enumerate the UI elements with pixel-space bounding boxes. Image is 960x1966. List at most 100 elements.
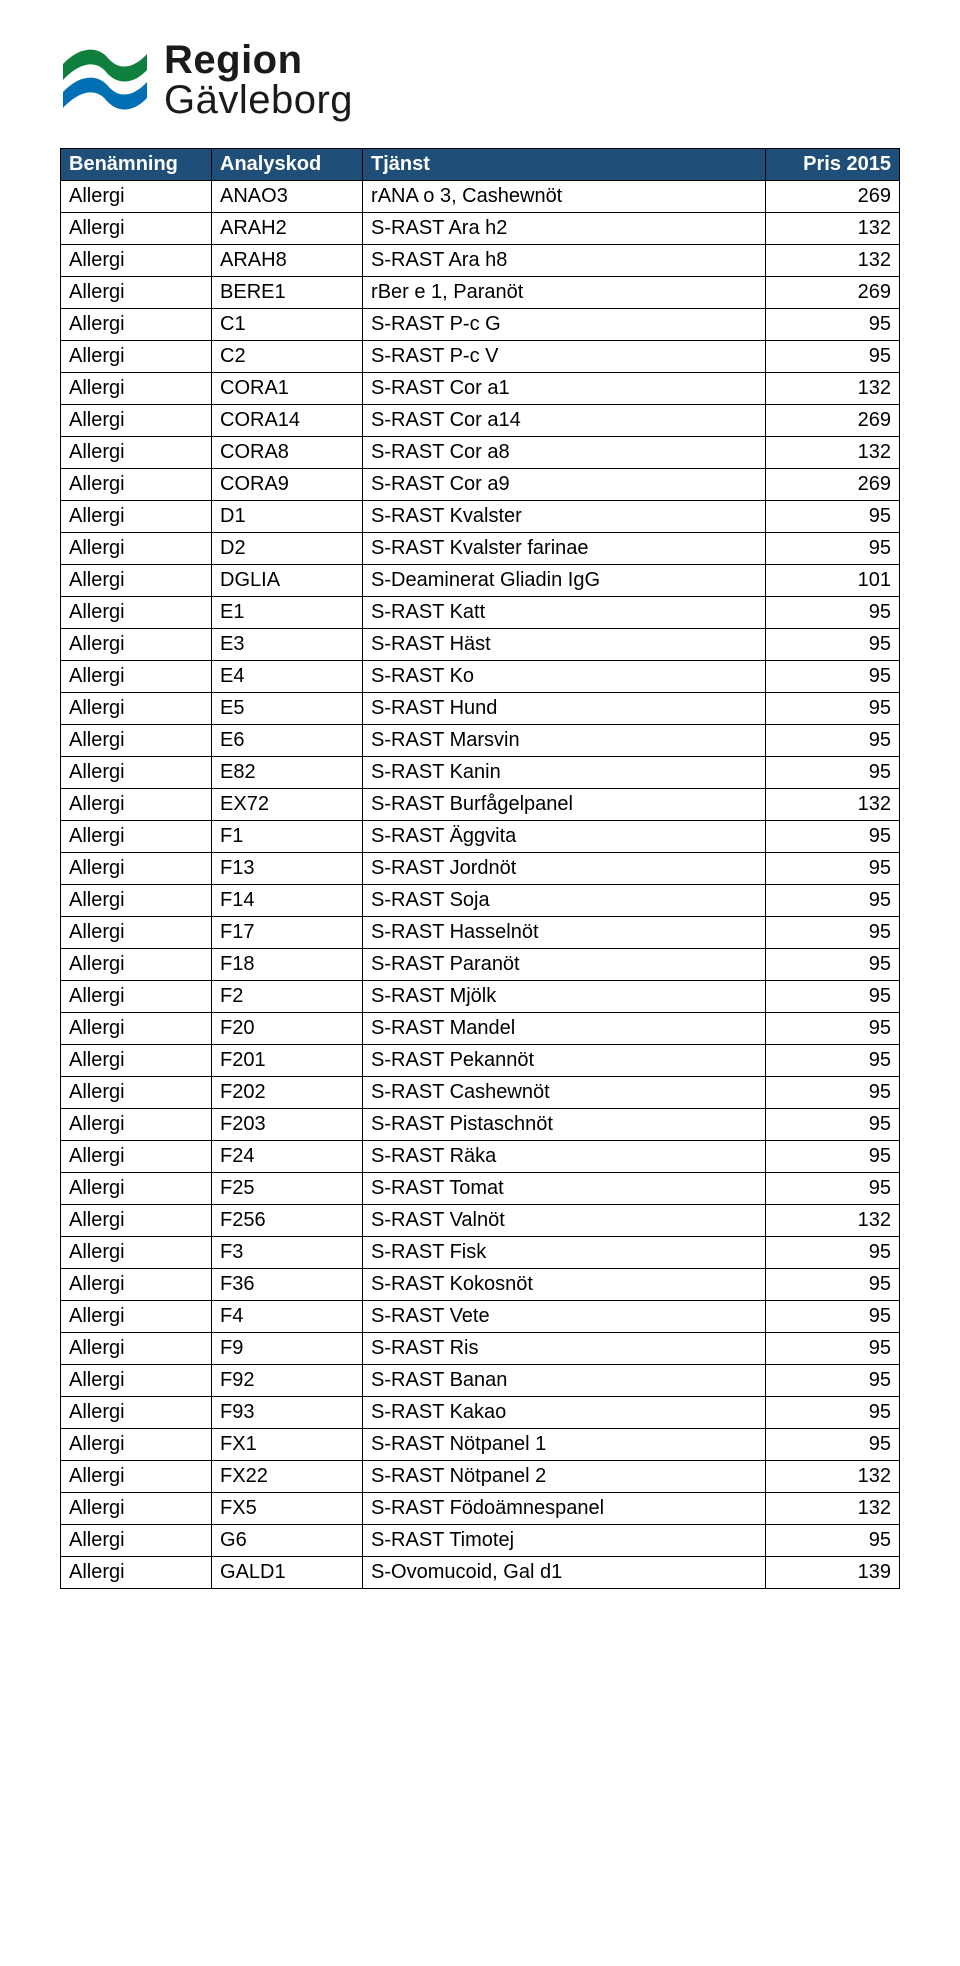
table-row: AllergiFX5S-RAST Födoämnespanel132: [61, 1493, 900, 1525]
cell-analyskod: CORA8: [212, 437, 363, 469]
cell-benamning: Allergi: [61, 597, 212, 629]
cell-benamning: Allergi: [61, 885, 212, 917]
cell-pris: 95: [765, 661, 899, 693]
cell-analyskod: E5: [212, 693, 363, 725]
cell-tjanst: S-RAST Kokosnöt: [363, 1269, 766, 1301]
table-row: AllergiFX22S-RAST Nötpanel 2132: [61, 1461, 900, 1493]
cell-analyskod: E82: [212, 757, 363, 789]
cell-benamning: Allergi: [61, 757, 212, 789]
cell-tjanst: S-RAST Äggvita: [363, 821, 766, 853]
cell-benamning: Allergi: [61, 405, 212, 437]
logo-text-line1: Region: [164, 40, 353, 80]
table-row: AllergiF4S-RAST Vete95: [61, 1301, 900, 1333]
cell-analyskod: F14: [212, 885, 363, 917]
cell-analyskod: CORA9: [212, 469, 363, 501]
cell-benamning: Allergi: [61, 1013, 212, 1045]
cell-benamning: Allergi: [61, 981, 212, 1013]
cell-benamning: Allergi: [61, 1429, 212, 1461]
table-row: AllergiF201S-RAST Pekannöt95: [61, 1045, 900, 1077]
cell-tjanst: S-RAST Ara h8: [363, 245, 766, 277]
cell-pris: 95: [765, 597, 899, 629]
cell-pris: 95: [765, 1237, 899, 1269]
cell-benamning: Allergi: [61, 213, 212, 245]
table-row: AllergiF36S-RAST Kokosnöt95: [61, 1269, 900, 1301]
cell-pris: 95: [765, 629, 899, 661]
table-row: AllergiF13S-RAST Jordnöt95: [61, 853, 900, 885]
cell-pris: 95: [765, 1397, 899, 1429]
cell-pris: 95: [765, 1077, 899, 1109]
cell-benamning: Allergi: [61, 821, 212, 853]
cell-benamning: Allergi: [61, 1045, 212, 1077]
col-header-tjanst: Tjänst: [363, 149, 766, 181]
cell-pris: 95: [765, 1429, 899, 1461]
cell-benamning: Allergi: [61, 533, 212, 565]
cell-benamning: Allergi: [61, 629, 212, 661]
cell-benamning: Allergi: [61, 789, 212, 821]
cell-pris: 95: [765, 757, 899, 789]
cell-pris: 95: [765, 1013, 899, 1045]
cell-analyskod: D2: [212, 533, 363, 565]
table-row: AllergiEX72S-RAST Burfågelpanel132: [61, 789, 900, 821]
cell-tjanst: S-RAST Födoämnespanel: [363, 1493, 766, 1525]
cell-tjanst: S-RAST P-c G: [363, 309, 766, 341]
cell-pris: 101: [765, 565, 899, 597]
table-row: AllergiF93S-RAST Kakao95: [61, 1397, 900, 1429]
cell-tjanst: S-RAST Pistaschnöt: [363, 1109, 766, 1141]
table-row: AllergiGALD1S-Ovomucoid, Gal d1139: [61, 1557, 900, 1589]
cell-tjanst: S-RAST Hasselnöt: [363, 917, 766, 949]
cell-tjanst: S-RAST Marsvin: [363, 725, 766, 757]
cell-pris: 132: [765, 213, 899, 245]
cell-tjanst: S-RAST Häst: [363, 629, 766, 661]
cell-analyskod: BERE1: [212, 277, 363, 309]
cell-analyskod: E3: [212, 629, 363, 661]
logo-wave-top: [63, 50, 147, 82]
table-row: AllergiCORA1S-RAST Cor a1132: [61, 373, 900, 405]
cell-pris: 95: [765, 1173, 899, 1205]
cell-tjanst: S-RAST Paranöt: [363, 949, 766, 981]
cell-analyskod: E4: [212, 661, 363, 693]
cell-analyskod: DGLIA: [212, 565, 363, 597]
cell-pris: 95: [765, 309, 899, 341]
table-row: AllergiF24S-RAST Räka95: [61, 1141, 900, 1173]
cell-pris: 95: [765, 1525, 899, 1557]
table-row: AllergiE6S-RAST Marsvin95: [61, 725, 900, 757]
cell-pris: 132: [765, 1461, 899, 1493]
cell-benamning: Allergi: [61, 1557, 212, 1589]
cell-benamning: Allergi: [61, 341, 212, 373]
cell-analyskod: F20: [212, 1013, 363, 1045]
cell-pris: 139: [765, 1557, 899, 1589]
cell-benamning: Allergi: [61, 1109, 212, 1141]
logo-text-line2: Gävleborg: [164, 80, 353, 120]
cell-tjanst: S-RAST Cashewnöt: [363, 1077, 766, 1109]
cell-analyskod: F201: [212, 1045, 363, 1077]
cell-benamning: Allergi: [61, 565, 212, 597]
cell-tjanst: S-RAST Burfågelpanel: [363, 789, 766, 821]
cell-tjanst: S-Deaminerat Gliadin IgG: [363, 565, 766, 597]
table-row: AllergiG6S-RAST Timotej95: [61, 1525, 900, 1557]
cell-analyskod: F36: [212, 1269, 363, 1301]
cell-pris: 95: [765, 821, 899, 853]
cell-tjanst: S-RAST Jordnöt: [363, 853, 766, 885]
cell-pris: 132: [765, 1205, 899, 1237]
table-row: AllergiE4S-RAST Ko95: [61, 661, 900, 693]
cell-analyskod: D1: [212, 501, 363, 533]
cell-analyskod: F9: [212, 1333, 363, 1365]
cell-benamning: Allergi: [61, 661, 212, 693]
table-row: AllergiE5S-RAST Hund95: [61, 693, 900, 725]
cell-benamning: Allergi: [61, 1269, 212, 1301]
table-row: AllergiFX1S-RAST Nötpanel 195: [61, 1429, 900, 1461]
cell-tjanst: S-RAST Kvalster farinae: [363, 533, 766, 565]
cell-benamning: Allergi: [61, 1461, 212, 1493]
cell-analyskod: F1: [212, 821, 363, 853]
table-row: AllergiD2S-RAST Kvalster farinae95: [61, 533, 900, 565]
cell-pris: 269: [765, 181, 899, 213]
cell-tjanst: S-RAST Cor a1: [363, 373, 766, 405]
cell-pris: 269: [765, 469, 899, 501]
cell-tjanst: S-RAST Ko: [363, 661, 766, 693]
cell-tjanst: S-RAST Hund: [363, 693, 766, 725]
cell-benamning: Allergi: [61, 373, 212, 405]
cell-analyskod: F2: [212, 981, 363, 1013]
cell-analyskod: G6: [212, 1525, 363, 1557]
cell-analyskod: E6: [212, 725, 363, 757]
cell-benamning: Allergi: [61, 277, 212, 309]
